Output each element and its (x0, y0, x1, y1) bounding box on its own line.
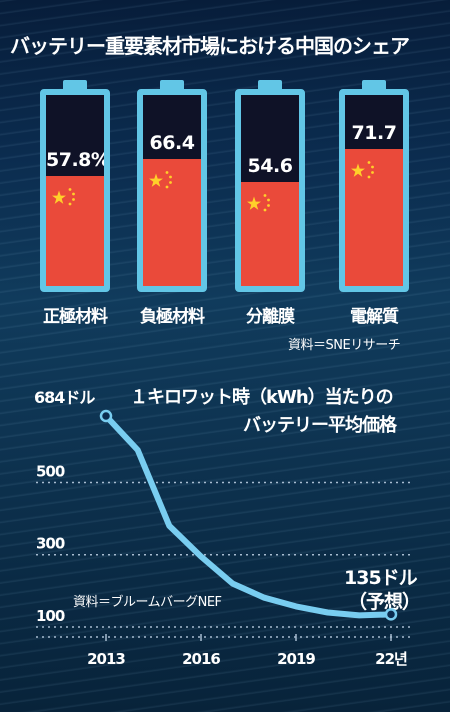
category-label: 電解質 (350, 307, 399, 327)
start-value-label: 684ドル (34, 388, 95, 407)
share-value-label: 66.4 (149, 132, 195, 154)
end-value-label: 135ドル (344, 567, 418, 589)
start-point-marker (99, 409, 113, 423)
end-point-marker (384, 608, 398, 621)
category-label: 負極材料 (140, 307, 205, 327)
share-fill (241, 182, 299, 286)
y-tick-label: 500 (36, 462, 65, 480)
category-label: 正極材料 (43, 307, 108, 327)
y-tick-label: 300 (36, 535, 65, 553)
battery-bar: 54.6 (235, 80, 305, 292)
battery-terminal (63, 80, 87, 90)
price-chart-title-line-1: １キロワット時（kWh）当たりの (130, 386, 393, 408)
battery-bar: 57.8% (40, 80, 110, 292)
battery-shell: 54.6 (235, 89, 305, 292)
battery-terminal (258, 80, 282, 90)
x-tick-label: 2013 (87, 650, 125, 668)
x-tick-label: 2019 (277, 650, 315, 668)
battery-terminal (362, 80, 386, 90)
share-value-label: 71.7 (351, 122, 397, 144)
battery-shell: 66.4 (137, 89, 207, 292)
category-label: 分離膜 (246, 307, 295, 327)
forecast-note: （予想） (348, 590, 420, 613)
china-flag-stars-icon (52, 188, 75, 206)
y-tick-label: 100 (36, 607, 65, 625)
share-fill (345, 149, 403, 286)
battery-terminal (160, 80, 184, 90)
china-flag-stars-icon (149, 171, 172, 189)
price-source-note: 資料＝ブルームバーグNEF (73, 594, 222, 610)
share-value-label: 57.8% (46, 149, 110, 171)
battery-bar: 71.7 (339, 80, 409, 292)
battery-bar: 66.4 (137, 80, 207, 292)
share-value-label: 54.6 (247, 155, 293, 177)
price-series-line (103, 413, 394, 619)
price-chart-title-line-2: バッテリー平均価格 (243, 414, 398, 436)
share-fill (46, 176, 104, 286)
china-flag-stars-icon (351, 161, 374, 179)
x-tick-label: 22년 (375, 650, 407, 668)
chart-title: バッテリー重要素材市場における中国のシェア (10, 34, 410, 58)
battery-shell: 57.8% (40, 89, 110, 292)
share-source-note: 資料＝SNEリサーチ (288, 338, 401, 353)
x-tick-label: 2016 (182, 650, 220, 668)
battery-shell: 71.7 (339, 89, 409, 292)
china-flag-stars-icon (247, 194, 270, 212)
